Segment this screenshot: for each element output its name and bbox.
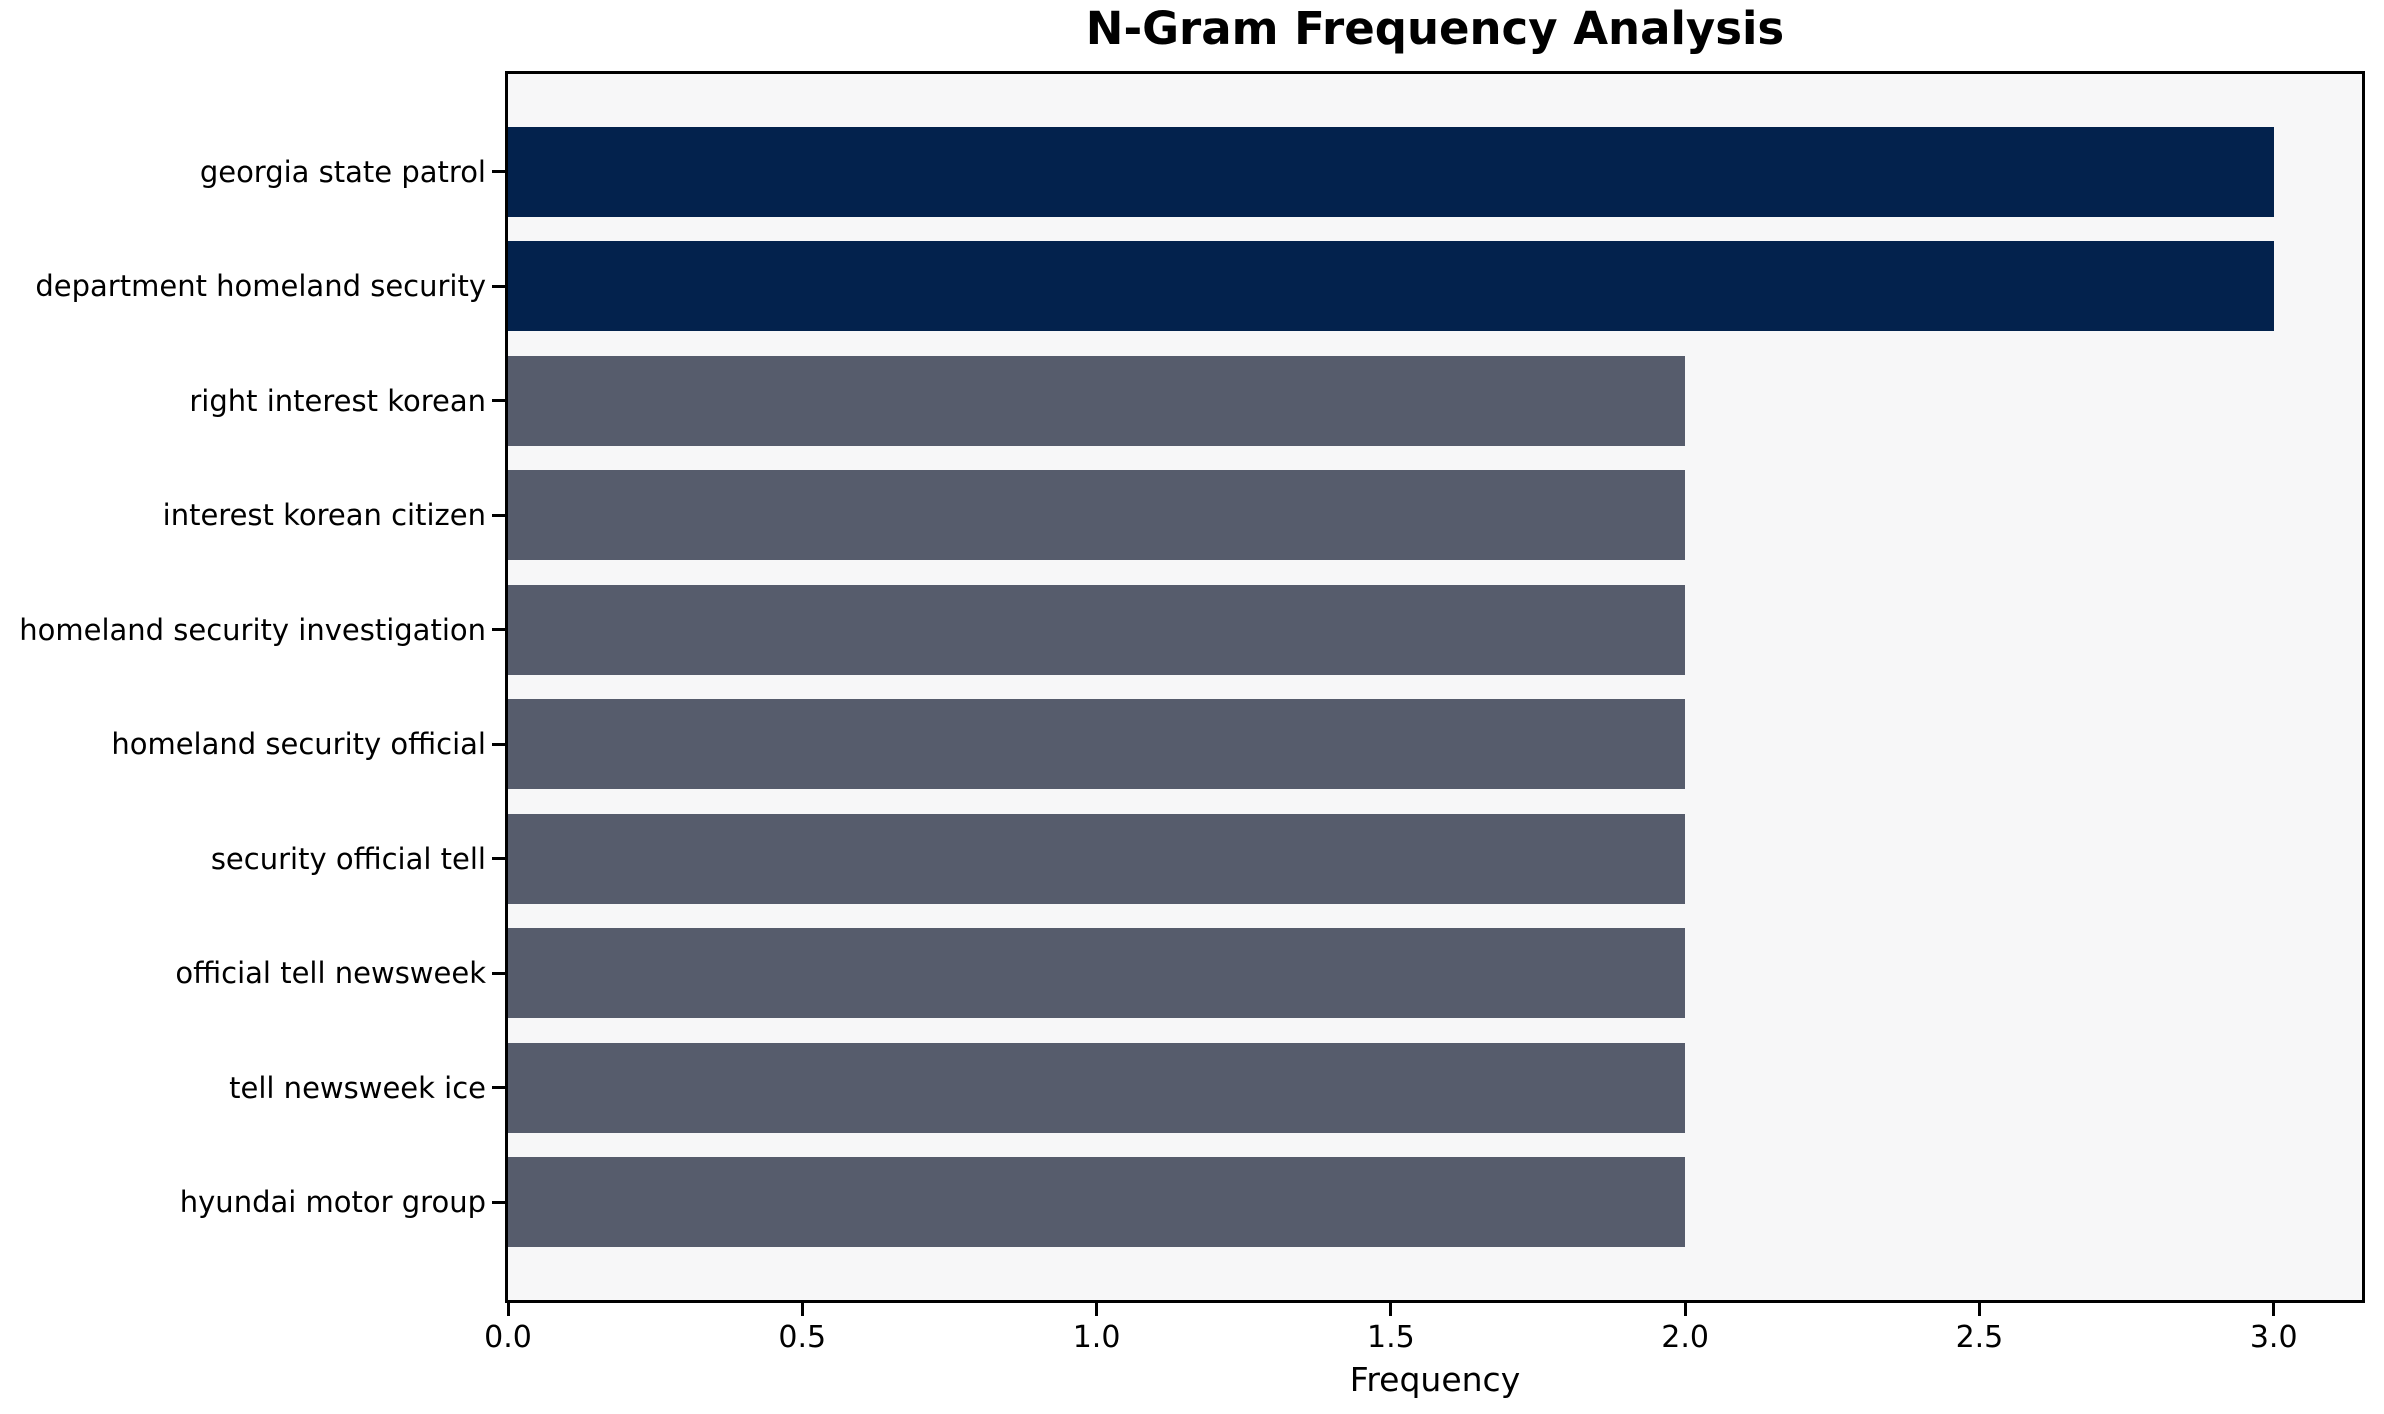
y-tick-label: right interest korean [189,383,486,418]
bar [508,470,1686,561]
x-tick-mark [1683,1303,1687,1316]
bar [508,126,2274,217]
y-tick-mark [492,857,505,861]
y-tick-label: official tell newsweek [175,956,486,991]
x-tick-label: 1.5 [1366,1320,1415,1355]
y-tick-mark [492,971,505,975]
y-tick-label: homeland security official [111,727,486,762]
y-tick-label: homeland security investigation [19,612,486,647]
x-tick-label: 0.0 [484,1320,532,1355]
y-tick-mark [492,513,505,517]
y-tick-label: georgia state patrol [199,154,486,189]
x-tick-mark [2272,1303,2276,1316]
plot-area [505,71,2365,1303]
x-tick-label: 2.5 [1955,1320,2004,1355]
bar [508,813,1686,904]
y-tick-mark [492,399,505,403]
bar [508,1042,1686,1133]
y-tick-label: department homeland security [35,269,486,304]
y-tick-mark [492,1200,505,1204]
y-tick-mark [492,170,505,174]
y-tick-mark [492,742,505,746]
x-tick-label: 0.5 [778,1320,827,1355]
bar [508,241,2274,332]
y-tick-mark [492,284,505,288]
y-tick-mark [492,628,505,632]
x-tick-label: 2.0 [1661,1320,1709,1355]
x-tick-label: 1.0 [1072,1320,1121,1355]
bar [508,699,1686,790]
x-tick-mark [800,1303,804,1316]
y-tick-mark [492,1086,505,1090]
bar [508,355,1686,446]
x-tick-mark [1389,1303,1393,1316]
x-axis-label: Frequency [1349,1360,1521,1399]
x-tick-mark [1095,1303,1099,1316]
x-tick-mark [1977,1303,1981,1316]
bar [508,584,1686,675]
y-tick-label: hyundai motor group [179,1185,486,1220]
x-tick-mark [506,1303,510,1316]
bar [508,1157,1686,1248]
y-tick-label: tell newsweek ice [229,1070,486,1105]
chart-title: N-Gram Frequency Analysis [1085,2,1785,55]
y-tick-label: interest korean citizen [162,498,486,533]
y-tick-label: security official tell [210,841,486,876]
bar [508,928,1686,1019]
x-tick-label: 3.0 [2249,1320,2298,1355]
